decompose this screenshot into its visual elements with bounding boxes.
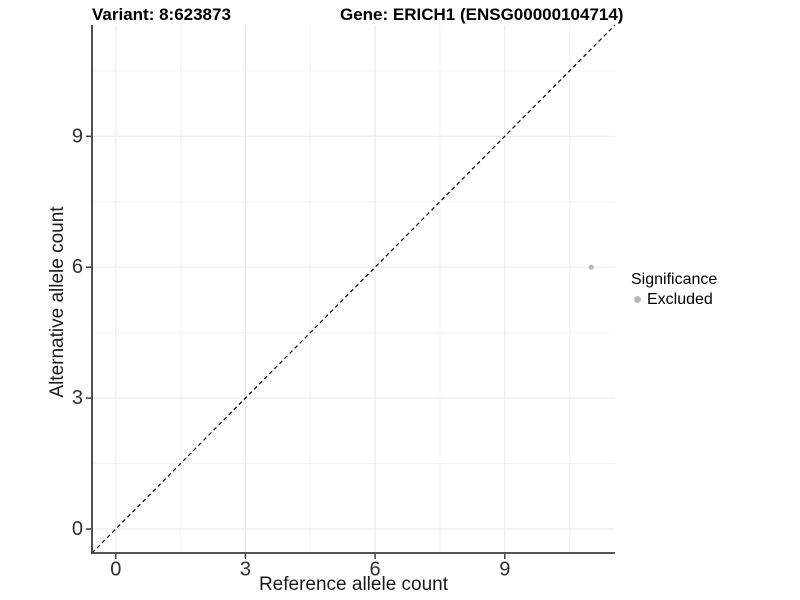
plot-title-gene: Gene: ERICH1 (ENSG00000104714) — [340, 5, 624, 24]
x-tick-label: 3 — [240, 559, 251, 581]
identity-line — [91, 24, 616, 554]
y-axis-title: Alternative allele count — [47, 206, 68, 398]
x-tick-label: 6 — [370, 559, 381, 581]
x-tick-label: 0 — [110, 559, 121, 581]
x-tick-label: 9 — [499, 559, 510, 581]
legend-item-label: Excluded — [647, 291, 713, 308]
x-axis-title: Reference allele count — [258, 574, 449, 595]
plot-title-variant: Variant: 8:623873 — [92, 5, 231, 24]
data-point-excluded — [588, 264, 594, 270]
y-tick-label: 3 — [72, 387, 83, 409]
legend-item-excluded: Excluded — [631, 290, 717, 309]
legend: Significance Excluded — [631, 270, 717, 309]
y-tick-label: 6 — [72, 256, 83, 278]
legend-title: Significance — [631, 271, 718, 288]
y-tick-label: 9 — [72, 125, 83, 147]
legend-key-dot-icon — [634, 296, 641, 303]
y-tick-label: 0 — [72, 518, 83, 540]
